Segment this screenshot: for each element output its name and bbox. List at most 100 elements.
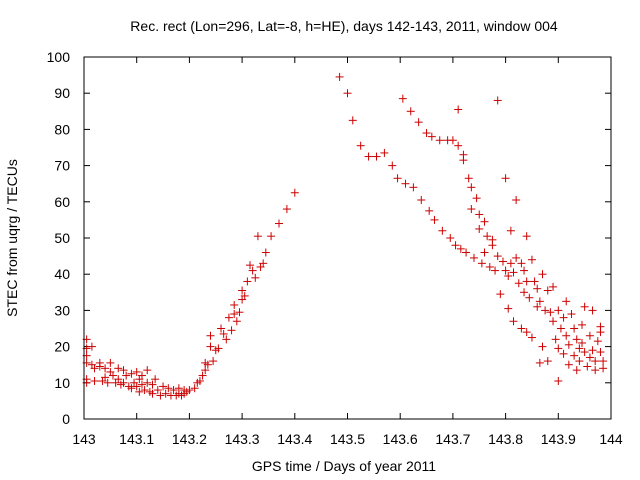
data-point: [475, 210, 484, 219]
data-point: [541, 306, 550, 315]
data-point: [493, 252, 502, 261]
data-point: [127, 369, 136, 378]
data-point: [549, 282, 558, 291]
data-point: [409, 183, 418, 192]
data-point: [491, 266, 500, 275]
data-point: [243, 277, 252, 286]
data-point: [483, 232, 492, 241]
y-tick-label: 20: [54, 339, 70, 355]
y-tick-label: 90: [54, 85, 70, 101]
data-point: [203, 360, 212, 369]
data-point: [201, 366, 210, 375]
data-point: [364, 152, 373, 161]
data-point: [554, 376, 563, 385]
data-point: [517, 259, 526, 268]
data-point: [588, 306, 597, 315]
data-point: [153, 386, 162, 395]
data-point: [575, 357, 584, 366]
data-point: [114, 364, 123, 373]
data-point: [538, 270, 547, 279]
data-point: [122, 371, 131, 380]
data-point: [454, 141, 463, 150]
data-point: [556, 324, 565, 333]
data-point: [520, 266, 529, 275]
data-point: [501, 266, 510, 275]
data-point: [525, 293, 534, 302]
data-point: [520, 288, 529, 297]
data-point: [224, 313, 233, 322]
data-point: [169, 386, 178, 395]
data-point: [583, 362, 592, 371]
data-point: [580, 348, 589, 357]
plot-frame: [83, 56, 612, 420]
data-point: [559, 313, 568, 322]
data-point: [151, 375, 160, 384]
data-point: [593, 337, 602, 346]
data-points: [82, 72, 608, 400]
data-point: [599, 357, 608, 366]
x-tick-label: 143.3: [225, 431, 260, 447]
data-point: [406, 107, 415, 116]
data-point: [422, 129, 431, 138]
data-point: [137, 371, 146, 380]
data-point: [527, 255, 536, 264]
data-point: [438, 226, 447, 235]
data-point: [588, 346, 597, 355]
data-point: [464, 174, 473, 183]
y-tick-label: 50: [54, 230, 70, 246]
chart-title: Rec. rect (Lon=296, Lat=-8, h=HE), days …: [130, 18, 558, 34]
y-tick-label: 40: [54, 266, 70, 282]
x-tick-label: 143.5: [330, 431, 365, 447]
axis-ticks: 143 143.1 143.2 143.3 143.4 143.5 143.6 143.7 14…: [47, 49, 623, 447]
data-point: [599, 364, 608, 373]
data-point: [535, 358, 544, 367]
data-point: [106, 358, 115, 367]
data-point: [206, 342, 215, 351]
x-tick-label: 143.2: [172, 431, 207, 447]
data-point: [259, 259, 268, 268]
data-point: [485, 262, 494, 271]
data-point: [578, 338, 587, 347]
data-point: [506, 226, 515, 235]
data-point: [459, 156, 468, 165]
data-point: [585, 331, 594, 340]
x-axis-label: GPS time / Days of year 2011: [252, 458, 436, 474]
y-tick-label: 80: [54, 121, 70, 137]
data-point: [480, 217, 489, 226]
y-tick-label: 30: [54, 302, 70, 318]
data-point: [448, 136, 457, 145]
data-point: [572, 366, 581, 375]
data-point: [90, 376, 99, 385]
data-point: [456, 244, 465, 253]
data-point: [559, 349, 568, 358]
data-point: [504, 304, 513, 313]
data-point: [543, 357, 552, 366]
data-point: [253, 232, 262, 241]
data-point: [554, 344, 563, 353]
data-point: [480, 248, 489, 257]
data-point: [533, 302, 542, 311]
data-point: [506, 259, 515, 268]
data-point: [451, 241, 460, 250]
data-point: [209, 357, 218, 366]
data-point: [335, 72, 344, 81]
x-tick-label: 143.7: [435, 431, 470, 447]
data-point: [430, 215, 439, 224]
data-point: [454, 105, 463, 114]
y-tick-label: 60: [54, 194, 70, 210]
x-tick-label: 143.6: [383, 431, 418, 447]
data-point: [119, 366, 128, 375]
data-point: [527, 333, 536, 342]
data-point: [446, 234, 455, 242]
data-point: [137, 380, 146, 389]
data-point: [114, 375, 123, 384]
data-point: [509, 268, 518, 277]
data-point: [127, 384, 136, 393]
x-tick-label: 143.8: [488, 431, 523, 447]
data-point: [591, 357, 600, 366]
y-tick-label: 100: [47, 49, 71, 65]
y-tick-label: 0: [62, 411, 70, 427]
x-tick-label: 143.1: [119, 431, 154, 447]
data-point: [469, 253, 478, 262]
data-point: [596, 328, 605, 337]
